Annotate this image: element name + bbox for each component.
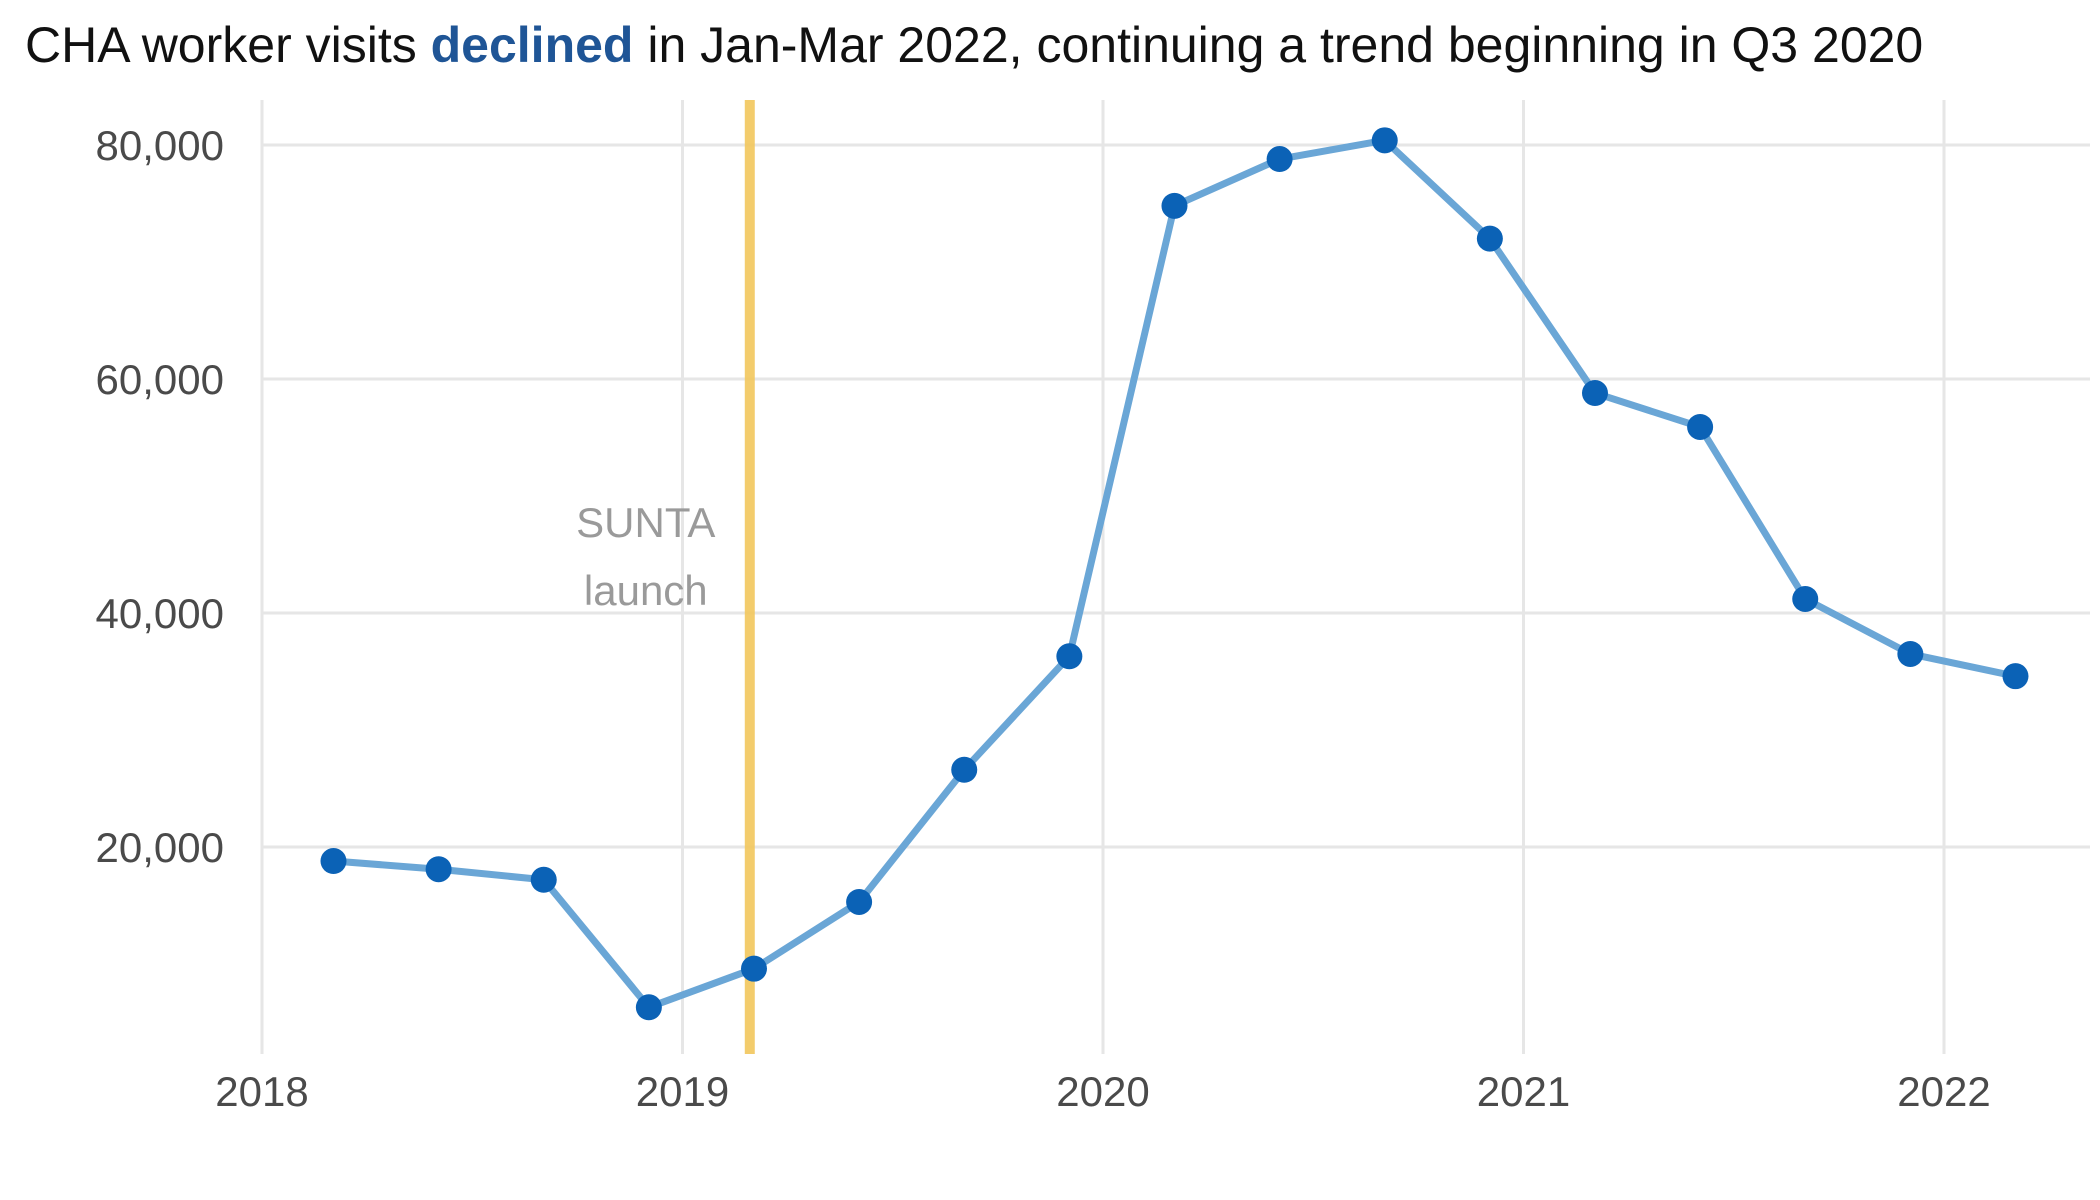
annotation-label: SUNTA	[576, 499, 715, 546]
data-point	[1161, 192, 1188, 219]
x-tick-label: 2022	[1897, 1068, 1990, 1115]
chart-title: CHA worker visits declined in Jan-Mar 20…	[25, 8, 2085, 82]
title-suffix: in Jan-Mar 2022, continuing a trend begi…	[633, 17, 1924, 73]
data-point	[425, 856, 452, 883]
data-point	[1476, 225, 1503, 252]
title-highlight: declined	[430, 17, 634, 73]
title-prefix: CHA worker visits	[25, 17, 431, 73]
grid	[260, 100, 2090, 1054]
y-tick-label: 80,000	[96, 122, 224, 169]
data-point	[1266, 146, 1293, 173]
y-tick-label: 20,000	[96, 824, 224, 871]
y-axis-ticks: 20,000 40,000 60,000 80,000	[96, 122, 224, 871]
data-point	[740, 955, 767, 982]
annotation-label: launch	[584, 567, 708, 614]
data-point	[320, 848, 347, 875]
y-tick-label: 40,000	[96, 590, 224, 637]
series-layer	[320, 127, 2029, 1021]
y-tick-label: 60,000	[96, 356, 224, 403]
data-point	[1792, 585, 1819, 612]
data-point	[1581, 380, 1608, 407]
x-tick-label: 2019	[636, 1068, 729, 1115]
annotation-layer: SUNTA launch	[576, 100, 755, 1054]
data-point	[1897, 640, 1924, 667]
data-point	[951, 756, 978, 783]
data-point	[530, 866, 557, 893]
data-point	[635, 994, 662, 1021]
x-tick-label: 2021	[1477, 1068, 1570, 1115]
data-point	[1371, 127, 1398, 154]
data-point	[846, 888, 873, 915]
data-point	[1056, 643, 1083, 670]
x-axis-ticks: 2018 2019 2020 2021 2022	[215, 1068, 1990, 1115]
x-tick-label: 2018	[215, 1068, 308, 1115]
data-point	[2002, 663, 2029, 690]
data-point	[1687, 413, 1714, 440]
x-tick-label: 2020	[1056, 1068, 1149, 1115]
